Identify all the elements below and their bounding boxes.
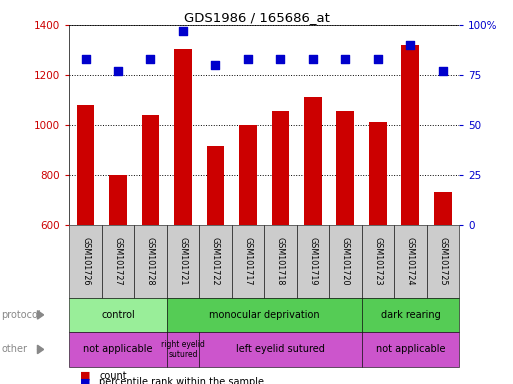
Point — [341, 56, 349, 62]
Text: control: control — [101, 310, 135, 320]
Text: GSM101717: GSM101717 — [244, 237, 252, 285]
Text: GSM101724: GSM101724 — [406, 237, 415, 285]
Text: GSM101723: GSM101723 — [373, 237, 382, 285]
Bar — [402, 45, 419, 225]
Text: not applicable: not applicable — [83, 344, 153, 354]
Bar — [271, 111, 289, 225]
Text: right eyelid
sutured: right eyelid sutured — [161, 340, 205, 359]
Point — [82, 56, 90, 62]
Text: GSM101722: GSM101722 — [211, 237, 220, 285]
Point — [114, 68, 122, 74]
Bar — [434, 192, 452, 225]
Point — [406, 42, 415, 48]
Point — [179, 28, 187, 34]
Text: GDS1986 / 165686_at: GDS1986 / 165686_at — [184, 11, 329, 24]
Text: GSM101720: GSM101720 — [341, 237, 350, 285]
Text: GSM101727: GSM101727 — [113, 237, 123, 285]
Text: GSM101719: GSM101719 — [308, 237, 318, 285]
Bar — [109, 175, 127, 225]
Text: monocular deprivation: monocular deprivation — [209, 310, 320, 320]
Text: dark rearing: dark rearing — [381, 310, 440, 320]
Bar — [76, 105, 94, 225]
Bar — [207, 146, 224, 225]
Point — [277, 56, 285, 62]
Text: protocol: protocol — [1, 310, 41, 320]
Bar — [337, 111, 354, 225]
Text: count: count — [99, 371, 127, 381]
Point — [374, 56, 382, 62]
Bar — [174, 49, 192, 225]
Bar — [369, 122, 387, 225]
Point — [439, 68, 447, 74]
Text: GSM101718: GSM101718 — [276, 237, 285, 285]
Bar — [239, 125, 257, 225]
Text: GSM101721: GSM101721 — [179, 237, 187, 285]
Point — [146, 56, 154, 62]
Text: ■: ■ — [80, 371, 90, 381]
Text: ■: ■ — [80, 377, 90, 384]
Text: GSM101725: GSM101725 — [439, 237, 447, 285]
Text: not applicable: not applicable — [376, 344, 445, 354]
Point — [244, 56, 252, 62]
Text: other: other — [1, 344, 27, 354]
Point — [211, 62, 220, 68]
Bar — [142, 115, 160, 225]
Text: percentile rank within the sample: percentile rank within the sample — [99, 377, 264, 384]
Bar — [304, 98, 322, 225]
Text: left eyelid sutured: left eyelid sutured — [236, 344, 325, 354]
Text: GSM101726: GSM101726 — [81, 237, 90, 285]
Point — [309, 56, 317, 62]
Text: GSM101728: GSM101728 — [146, 237, 155, 285]
